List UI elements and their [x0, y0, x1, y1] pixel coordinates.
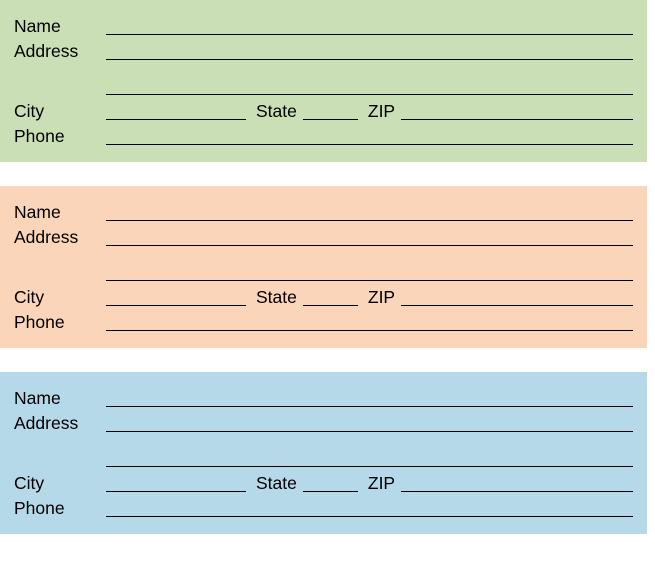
address-row-1: Address [14, 410, 633, 435]
address-card-3: Name Address City State ZIP Phone [0, 372, 647, 534]
city-line [106, 281, 246, 306]
address-card-2: Name Address City State ZIP Phone [0, 186, 647, 348]
name-line [106, 10, 633, 35]
address-line-2 [106, 442, 633, 467]
phone-label: Phone [14, 314, 106, 335]
address-label: Address [14, 229, 106, 250]
address-label: Address [14, 415, 106, 436]
phone-row: Phone [14, 495, 633, 520]
phone-line [106, 120, 633, 145]
address-row-1: Address [14, 38, 633, 63]
city-label: City [14, 475, 106, 496]
address-line-2 [106, 256, 633, 281]
name-label: Name [14, 204, 106, 225]
city-label: City [14, 289, 106, 310]
zip-line [401, 281, 633, 306]
name-label: Name [14, 18, 106, 39]
state-line [303, 281, 358, 306]
name-line [106, 196, 633, 221]
phone-label: Phone [14, 500, 106, 521]
city-label: City [14, 103, 106, 124]
address-line-1 [106, 35, 633, 60]
address-card-1: Name Address City State ZIP Phone [0, 0, 647, 162]
phone-row: Phone [14, 123, 633, 148]
city-line [106, 95, 246, 120]
phone-label: Phone [14, 128, 106, 149]
name-label: Name [14, 390, 106, 411]
zip-line [401, 467, 633, 492]
address-line-2 [106, 70, 633, 95]
phone-row: Phone [14, 309, 633, 334]
name-line [106, 382, 633, 407]
phone-line [106, 492, 633, 517]
address-line-1 [106, 221, 633, 246]
address-line-1 [106, 407, 633, 432]
state-line [303, 95, 358, 120]
phone-line [106, 306, 633, 331]
address-label: Address [14, 43, 106, 64]
city-line [106, 467, 246, 492]
state-line [303, 467, 358, 492]
address-row-1: Address [14, 224, 633, 249]
zip-line [401, 95, 633, 120]
